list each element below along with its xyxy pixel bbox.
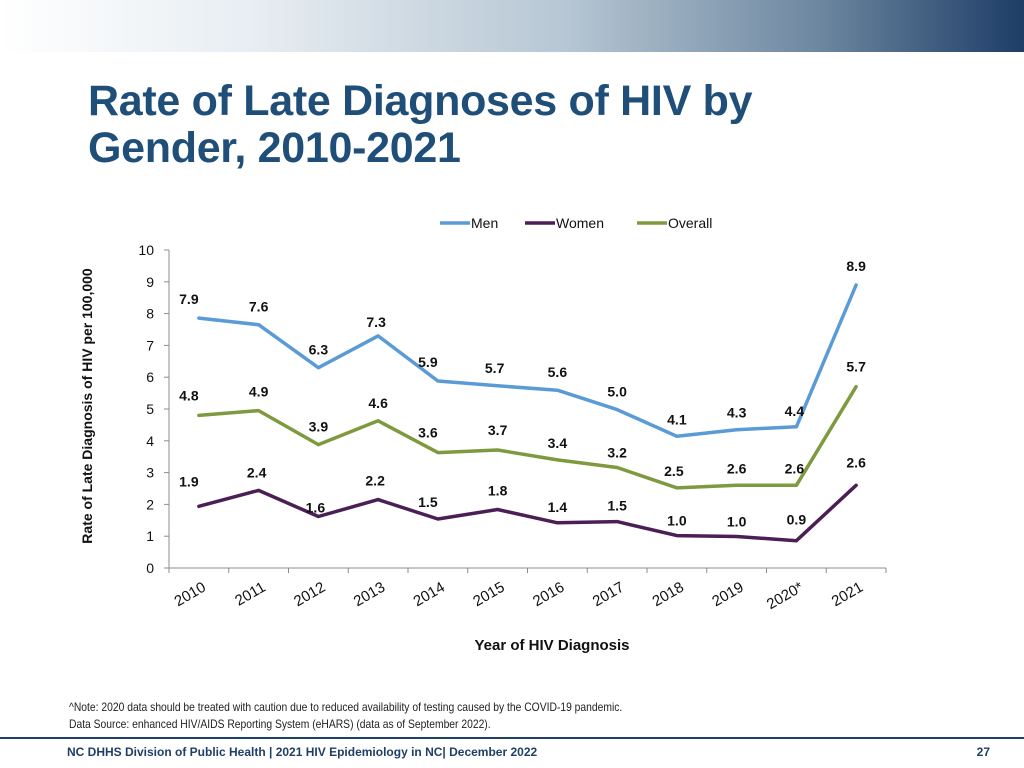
data-label: 1.5	[607, 498, 627, 514]
y-tick-label: 0	[146, 560, 154, 576]
y-axis: 0 1 2 3 4 5 6 7 8 9 10	[138, 242, 170, 576]
y-tick-label: 1	[146, 528, 154, 544]
x-tick-label: 2012	[291, 579, 328, 610]
note-source: Data Source: enhanced HIV/AIDS Reporting…	[69, 717, 491, 731]
data-label: 3.9	[309, 419, 329, 435]
x-tick-label: 2017	[590, 579, 627, 610]
title-line-1: Rate of Late Diagnoses of HIV by	[88, 77, 753, 125]
x-tick-label: 2013	[351, 579, 388, 610]
data-label: 2.6	[785, 460, 805, 476]
data-label: 7.6	[249, 299, 269, 315]
title-line-2: Gender, 2010-2021	[88, 124, 461, 172]
x-tick-label: 2018	[649, 579, 686, 610]
y-tick-label: 3	[146, 465, 154, 481]
series-line-men	[197, 283, 858, 439]
data-label: 1.9	[179, 473, 199, 489]
y-tick-label: 9	[146, 274, 154, 290]
data-label: 3.6	[418, 425, 438, 441]
footer-divider	[0, 737, 1024, 739]
x-tick-label: 2016	[530, 579, 567, 610]
data-label: 5.0	[607, 384, 627, 400]
note-caution: ^Note: 2020 data should be treated with …	[69, 700, 623, 714]
footer-text: NC DHHS Division of Public Health | 2021…	[67, 745, 538, 759]
legend-label: Men	[471, 215, 498, 231]
header-band	[0, 0, 1024, 52]
data-label: 1.4	[548, 499, 568, 515]
data-label: 7.9	[179, 291, 199, 307]
page-title: Rate of Late Diagnoses of HIV by Gender,…	[88, 78, 908, 172]
data-labels: 7.9 7.6 6.3 7.3 5.9 5.7 5.6 5.0 4.1 4.3 4.4 8.9 1.9 2…	[179, 258, 866, 530]
y-tick-label: 5	[146, 401, 154, 417]
data-label: 4.8	[179, 387, 199, 403]
chart-legend: Men Women Overall	[440, 215, 712, 231]
data-label: 5.7	[485, 360, 505, 376]
data-label: 4.6	[368, 395, 388, 411]
y-tick-label: 2	[146, 496, 154, 512]
x-tick-label: 2019	[709, 579, 746, 610]
x-tick-label: 2020*	[764, 579, 807, 613]
data-label: 5.6	[548, 364, 568, 380]
data-label: 0.9	[787, 512, 807, 528]
y-tick-label: 4	[146, 433, 154, 449]
data-label: 5.9	[418, 354, 438, 370]
x-axis-title: Year of HIV Diagnosis	[474, 637, 629, 654]
data-label: 5.7	[846, 359, 866, 375]
y-tick-label: 10	[138, 242, 154, 258]
data-label: 1.0	[727, 514, 747, 530]
legend-label: Overall	[668, 215, 712, 231]
x-axis: 2010 2011 2012 2013 2014 2015 2016 2017 2018 2019…	[168, 567, 887, 613]
data-label: 2.6	[846, 454, 866, 470]
data-label: 7.3	[366, 314, 386, 330]
data-label: 1.5	[418, 494, 438, 510]
legend-label: Women	[556, 215, 604, 231]
data-label: 4.9	[249, 384, 269, 400]
data-label: 4.4	[785, 403, 805, 419]
x-tick-label: 2014	[410, 579, 447, 610]
series-line-overall	[197, 384, 858, 490]
data-label: 3.7	[488, 422, 508, 438]
x-tick-label: 2015	[470, 579, 507, 610]
y-axis-title: Rate of Late Diagnosis of HIV per 100,00…	[79, 268, 95, 544]
y-tick-label: 6	[146, 369, 154, 385]
data-label: 6.3	[309, 342, 329, 358]
x-tick-label: 2021	[829, 579, 866, 610]
x-tick-label: 2011	[232, 579, 268, 610]
y-tick-label: 7	[146, 337, 154, 353]
data-label: 1.0	[667, 513, 687, 529]
series-lines	[197, 283, 858, 543]
data-label: 1.8	[488, 482, 508, 498]
data-label: 8.9	[846, 258, 866, 274]
data-label: 2.4	[247, 464, 267, 480]
data-label: 4.3	[727, 405, 747, 421]
data-label: 2.5	[664, 463, 684, 479]
data-label: 2.6	[727, 460, 747, 476]
data-label: 3.2	[607, 445, 627, 461]
chart-note: ^Note: 2020 data should be treated with …	[69, 699, 622, 733]
y-tick-label: 8	[146, 306, 154, 322]
data-label: 3.4	[548, 435, 568, 451]
x-tick-label: 2010	[171, 579, 208, 610]
series-line-women	[197, 483, 858, 543]
data-label: 2.2	[365, 473, 385, 489]
page-number: 27	[976, 745, 990, 759]
data-label: 4.1	[667, 411, 687, 427]
data-label: 1.6	[306, 499, 326, 515]
